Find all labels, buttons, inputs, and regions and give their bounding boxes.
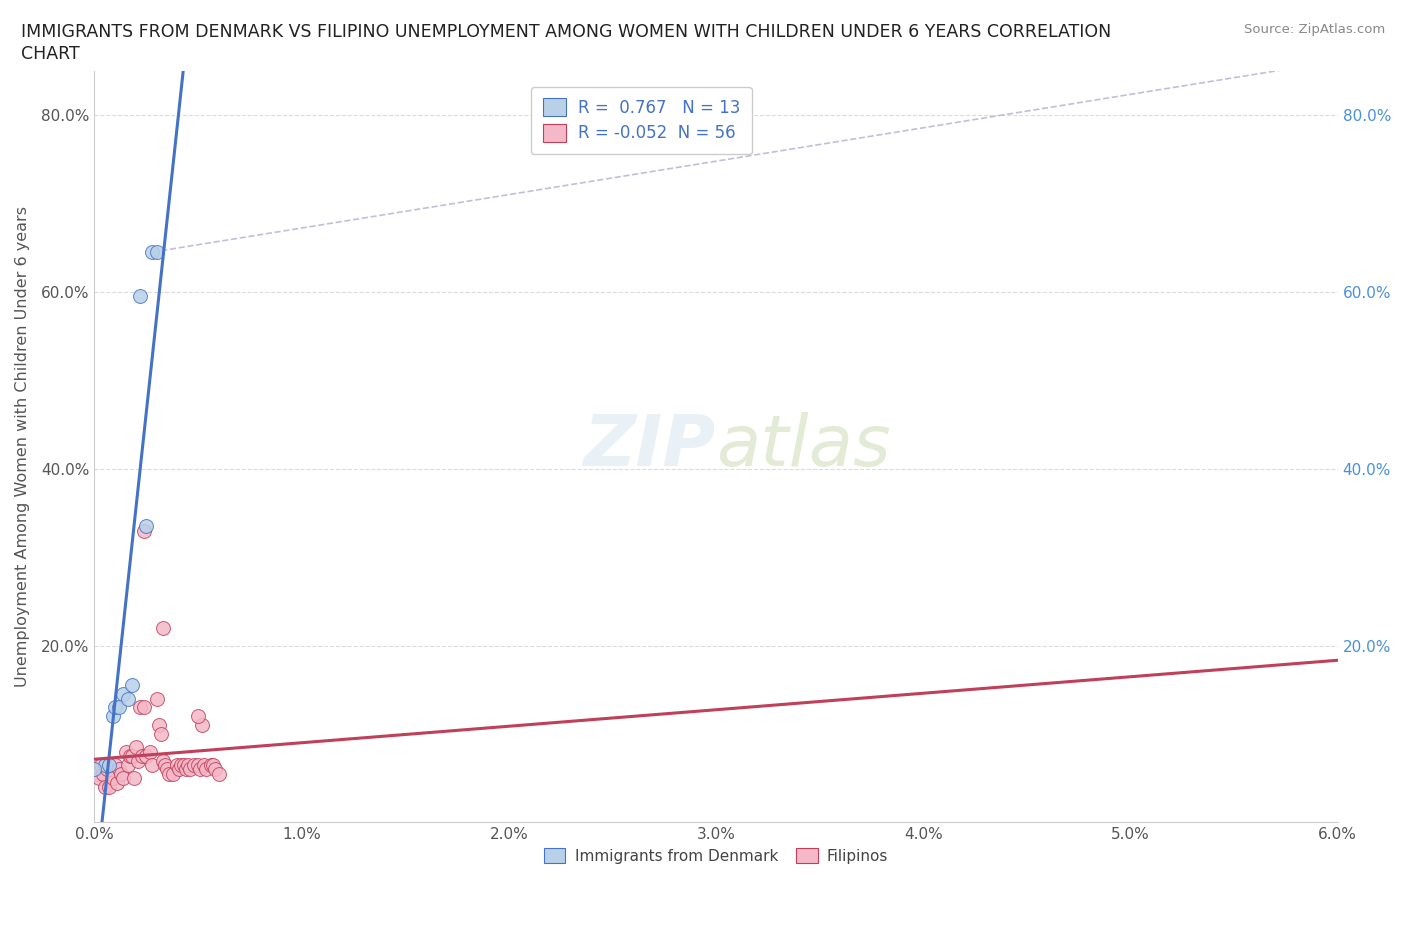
- Point: [112, 771, 135, 786]
- Point: [141, 245, 163, 259]
- Point: [201, 758, 224, 773]
- Legend: Immigrants from Denmark, Filipinos: Immigrants from Denmark, Filipinos: [536, 840, 896, 871]
- Point: [156, 762, 179, 777]
- Point: [162, 766, 184, 781]
- Point: [173, 758, 195, 773]
- Point: [101, 709, 124, 724]
- Point: [135, 519, 157, 534]
- Point: [114, 744, 136, 759]
- Text: CHART: CHART: [21, 45, 80, 62]
- Point: [153, 758, 176, 773]
- Point: [193, 758, 215, 773]
- Point: [105, 776, 128, 790]
- Point: [204, 762, 226, 777]
- Point: [129, 289, 152, 304]
- Point: [94, 779, 117, 794]
- Point: [104, 700, 127, 715]
- Point: [177, 758, 200, 773]
- Text: IMMIGRANTS FROM DENMARK VS FILIPINO UNEMPLOYMENT AMONG WOMEN WITH CHILDREN UNDER: IMMIGRANTS FROM DENMARK VS FILIPINO UNEM…: [21, 23, 1111, 41]
- Point: [187, 709, 209, 724]
- Point: [104, 758, 127, 773]
- Point: [174, 762, 197, 777]
- Point: [98, 779, 121, 794]
- Point: [94, 758, 117, 773]
- Point: [170, 758, 193, 773]
- Point: [83, 762, 105, 777]
- Point: [191, 718, 214, 733]
- Point: [100, 762, 122, 777]
- Point: [152, 753, 174, 768]
- Point: [129, 700, 152, 715]
- Point: [108, 762, 131, 777]
- Point: [166, 758, 188, 773]
- Point: [200, 758, 222, 773]
- Text: ZIP: ZIP: [583, 412, 716, 481]
- Point: [179, 762, 201, 777]
- Point: [112, 686, 135, 701]
- Point: [188, 762, 211, 777]
- Point: [96, 762, 118, 777]
- Point: [208, 766, 231, 781]
- Point: [139, 744, 162, 759]
- Text: atlas: atlas: [716, 412, 890, 481]
- Point: [169, 762, 191, 777]
- Point: [91, 766, 114, 781]
- Point: [86, 766, 108, 781]
- Point: [83, 762, 105, 777]
- Point: [118, 749, 141, 764]
- Point: [121, 749, 143, 764]
- Point: [187, 758, 209, 773]
- Point: [117, 691, 139, 706]
- Text: Source: ZipAtlas.com: Source: ZipAtlas.com: [1244, 23, 1385, 36]
- Point: [121, 678, 143, 693]
- Point: [131, 749, 153, 764]
- Point: [195, 762, 218, 777]
- Point: [110, 766, 132, 781]
- Point: [134, 700, 156, 715]
- Y-axis label: Unemployment Among Women with Children Under 6 years: Unemployment Among Women with Children U…: [15, 206, 30, 687]
- Point: [149, 726, 172, 741]
- Point: [183, 758, 205, 773]
- Point: [125, 740, 148, 755]
- Point: [87, 771, 110, 786]
- Point: [90, 758, 112, 773]
- Point: [122, 771, 145, 786]
- Point: [127, 753, 149, 768]
- Point: [117, 758, 139, 773]
- Point: [157, 766, 180, 781]
- Point: [148, 718, 170, 733]
- Point: [135, 749, 157, 764]
- Point: [152, 620, 174, 635]
- Point: [141, 758, 163, 773]
- Point: [145, 245, 167, 259]
- Point: [101, 771, 124, 786]
- Point: [145, 691, 167, 706]
- Point: [108, 700, 131, 715]
- Point: [134, 524, 156, 538]
- Point: [98, 758, 121, 773]
